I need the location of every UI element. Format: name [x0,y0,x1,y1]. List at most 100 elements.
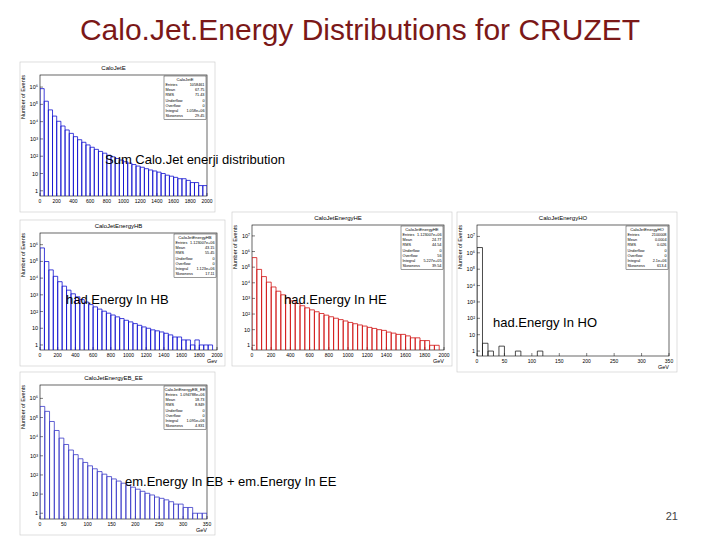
histogram-bin [90,147,94,196]
stats-label: Skewness [628,264,645,268]
y-tick-label: 10⁶ [30,395,38,401]
x-tick [531,353,532,356]
histogram-bin [415,338,420,350]
y-tick-label: 10⁵ [30,415,38,421]
histogram-bars [477,248,669,356]
y-tick-label: 10² [30,472,38,478]
y-tick-label: 10² [30,309,38,315]
histogram-bin [276,291,281,350]
histogram-bin [57,121,61,196]
x-tick-label: 800 [103,198,112,204]
y-tick-label: 10² [467,315,475,321]
y-tick [477,236,480,237]
x-tick-label: 0 [476,358,479,364]
histogram-bin [420,341,425,350]
x-axis-label: GeV [433,358,444,364]
stats-value: 1.123007e+06 [417,233,441,237]
x-tick [217,347,218,350]
histogram-bin [98,151,102,196]
x-tick-label: 0 [39,521,42,527]
x-tick-label: 200 [53,198,62,204]
y-tick [477,351,480,352]
x-tick-label: 1200 [141,352,152,358]
histogram-bin [271,287,276,350]
y-tick-label: 10² [30,153,38,159]
histogram-bin [84,302,88,350]
panel-frame [232,212,452,366]
stats-box: CaloJetEEntries1058461Mean67.75RMS71.43U… [164,76,206,120]
x-tick-label: 1400 [381,352,392,358]
stats-value: 18.73 [195,398,205,402]
histogram-bin [178,179,182,196]
stats-label: Skewness [176,272,193,276]
histogram-bin [78,459,83,519]
histogram-bin [266,282,271,350]
histogram-bin [131,487,136,519]
stats-value: 2100008 [652,233,667,237]
y-tick [40,156,43,157]
histogram-bin [73,137,77,196]
histogram-bin [135,489,140,519]
x-tick-label: 200 [54,352,63,358]
histogram-bin [488,351,493,356]
histogram-bin [45,411,50,519]
stats-value: 8.849 [195,403,205,407]
histogram-bin [58,282,62,350]
histogram-bin [174,504,179,519]
stats-frame [401,226,443,270]
histogram-bin [186,180,190,196]
histogram-bin [329,317,334,350]
stats-box: CaloJetEnergyHEEntries1.123007e+06Mean24… [401,226,443,270]
histogram-bin [377,330,382,350]
x-tick-label: 250 [155,521,164,527]
y-axis-label: Number of Events [457,225,463,269]
x-tick-label: 150 [107,521,116,527]
histogram-bin [78,140,82,196]
y-tick [252,298,255,299]
histogram-bin [338,320,343,350]
annotation: had.Energy In HO [493,315,597,330]
y-tick-label: 10 [244,327,250,333]
stats-title: CaloJetEnergyHO [630,227,664,232]
stats-label: Overflow [628,254,643,258]
y-tick-label: 1 [247,342,250,348]
histogram-bin [252,258,257,350]
stats-label: RMS [166,93,175,97]
stats-frame [164,386,206,430]
stats-value: 0.0004 [655,238,667,242]
stats-title: CaloJetEnergyHE [405,227,438,232]
x-tick-label: 800 [107,352,116,358]
y-tick-label: 1 [472,348,475,354]
y-tick-label: 10³ [30,136,38,142]
stats-value: 0.026 [657,243,667,247]
stats-label: Entries [166,83,178,87]
y-tick-label: 1 [35,342,38,348]
y-tick-label: 10⁷ [242,233,250,239]
x-tick-label: 0 [39,352,42,358]
histogram-bin [50,421,55,519]
y-tick-label: 10⁴ [30,434,39,440]
histogram-bin [44,262,48,350]
stats-label: Integral [166,109,179,113]
histogram-bin [208,345,212,350]
histogram-bin [53,116,57,196]
histogram-bin [193,513,198,519]
histogram-panel: CaloJetEnergyEB_EE11010²10³10⁴10⁵10⁶0501… [20,372,215,535]
x-tick-label: 200 [583,358,592,364]
histogram-bin [102,474,107,519]
annotation: Sum Calo.Jet enerji distribution [105,152,285,167]
histogram-title: CaloJetE [101,65,125,71]
histogram-bin [128,163,132,196]
histogram-panel: CaloJetE11010²10³10⁴10⁵10⁶02004006008001… [20,62,215,212]
x-tick [586,353,587,356]
histogram-bin [111,315,115,350]
histogram-bin [137,325,141,350]
histogram-bin [401,334,406,350]
x-tick [614,353,615,356]
panel-frame [457,212,677,372]
plot-frame [477,225,669,356]
y-tick [40,278,43,279]
stats-label: Skewness [403,264,420,268]
histogram-bin [142,327,146,350]
x-tick-label: 1200 [135,198,146,204]
